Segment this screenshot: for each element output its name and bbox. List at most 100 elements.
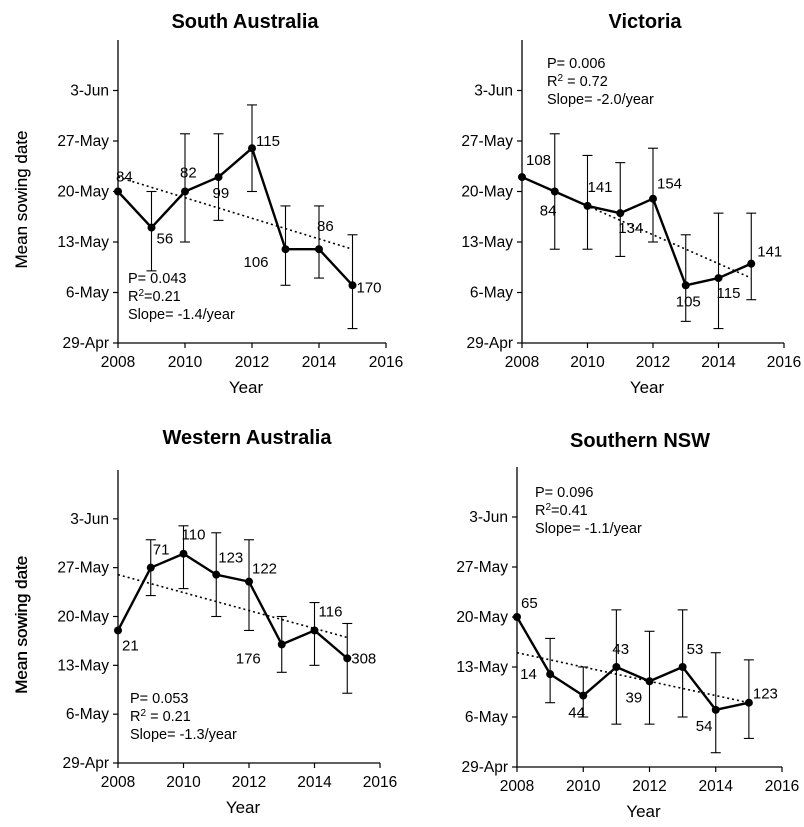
data-label: 141 [588,179,613,196]
y-tick-label: 6-May [66,285,109,302]
x-tick-label: 2016 [767,354,801,371]
data-label: 123 [218,550,243,567]
y-tick-label: 3-Jun [70,83,109,100]
data-label: 65 [521,595,538,612]
stat-slope: Slope= -1.4/year [128,307,235,323]
x-tick-label: 2008 [500,778,534,795]
x-tick-label: 2008 [505,354,539,371]
stat-p: P= 0.053 [130,691,188,707]
data-label: 141 [757,244,782,261]
data-label: 105 [676,293,701,310]
y-axis-label: Mean sowing date [12,131,31,269]
stat-p: P= 0.096 [535,485,593,501]
data-label: 71 [153,542,170,559]
data-point [147,223,156,232]
y-tick-label: 3-Jun [474,83,513,100]
x-tick-label: 2012 [232,774,266,791]
trend-line [117,176,353,250]
data-point [579,691,588,700]
x-tick-label: 2016 [369,354,403,371]
data-point [248,144,256,153]
y-tick-label: 27-May [456,559,508,576]
stat-p: P= 0.006 [547,56,605,72]
data-point [281,245,290,254]
data-point [645,677,654,686]
stat-r2: R2 = 0.72 [547,73,608,91]
data-point [612,663,621,671]
chart-title: Western Australia [163,427,333,449]
data-point [114,626,122,635]
data-label: 134 [618,220,643,237]
data-point [550,187,559,196]
x-tick-label: 2014 [297,774,332,791]
y-tick-label: 6-May [465,709,508,726]
stat-slope: Slope= -2.0/year [547,92,654,108]
data-point [744,698,753,707]
data-label: 84 [540,203,557,220]
data-point [214,173,223,182]
data-label: 99 [213,185,230,202]
data-label: 116 [319,603,343,620]
x-tick-label: 2010 [168,354,203,371]
x-tick-label: 2010 [166,774,201,791]
data-point [518,173,526,182]
y-tick-label: 3-Jun [70,511,109,528]
x-tick-label: 2014 [302,354,337,371]
series-line [116,552,349,660]
y-axis-label: Mean sowing date [12,556,31,694]
y-tick-label: 13-May [461,234,513,251]
data-point [747,259,756,268]
data-point [678,663,687,671]
data-label: 39 [626,689,643,706]
data-point [348,281,357,290]
data-point [714,274,723,283]
data-point [114,187,122,196]
chart-title: Southern NSW [570,430,710,452]
data-point [315,245,323,254]
x-tick-label: 2012 [235,354,269,371]
data-point [616,209,625,218]
stat-slope: Slope= -1.3/year [130,727,237,743]
panel-1: South Australia 29-Apr 6-May 13-May 20-May 27… [12,11,403,397]
y-tick-label: 13-May [456,659,508,676]
y-tick-label: 6-May [470,285,513,302]
data-label: 154 [657,176,682,193]
data-label: 53 [687,641,704,658]
data-label: 106 [244,254,269,271]
y-tick-label: 27-May [461,133,513,150]
data-point [583,201,592,210]
x-axis-label: Year [630,378,665,397]
x-tick-label: 2012 [632,778,666,795]
x-axis-label: Year [626,802,661,821]
data-point [179,549,188,558]
stat-slope: Slope= -1.1/year [535,521,642,537]
data-label: 115 [256,133,280,150]
y-tick-label: 29-Apr [62,755,109,772]
data-label: 86 [317,218,334,235]
data-point [343,654,352,663]
data-label: 14 [520,666,537,683]
series-line [521,175,752,287]
y-tick-label: 6-May [66,706,109,723]
panel-2: Victoria 29-Apr 6-May 13-May 20-May 27-May 3-J… [12,11,801,397]
y-tick-label: 13-May [57,657,109,674]
x-axis-label: Year [229,378,264,397]
chart-title: South Australia [171,11,319,33]
data-label: 110 [182,527,206,544]
data-label: 56 [157,231,174,248]
x-tick-label: 2014 [699,778,734,795]
data-point [546,670,555,679]
data-label: 21 [122,637,139,654]
stat-r2: R2=0.41 [535,502,588,520]
data-point [649,194,657,203]
x-tick-label: 2008 [101,774,135,791]
x-tick-label: 2014 [701,354,736,371]
y-tick-label: 20-May [461,184,513,201]
data-label: 308 [351,650,376,667]
data-label: 108 [526,152,551,169]
y-tick-label: 20-May [57,609,109,626]
data-point [181,187,189,196]
data-label: 84 [116,169,133,186]
y-tick-label: 27-May [57,560,109,577]
data-point [277,640,286,649]
